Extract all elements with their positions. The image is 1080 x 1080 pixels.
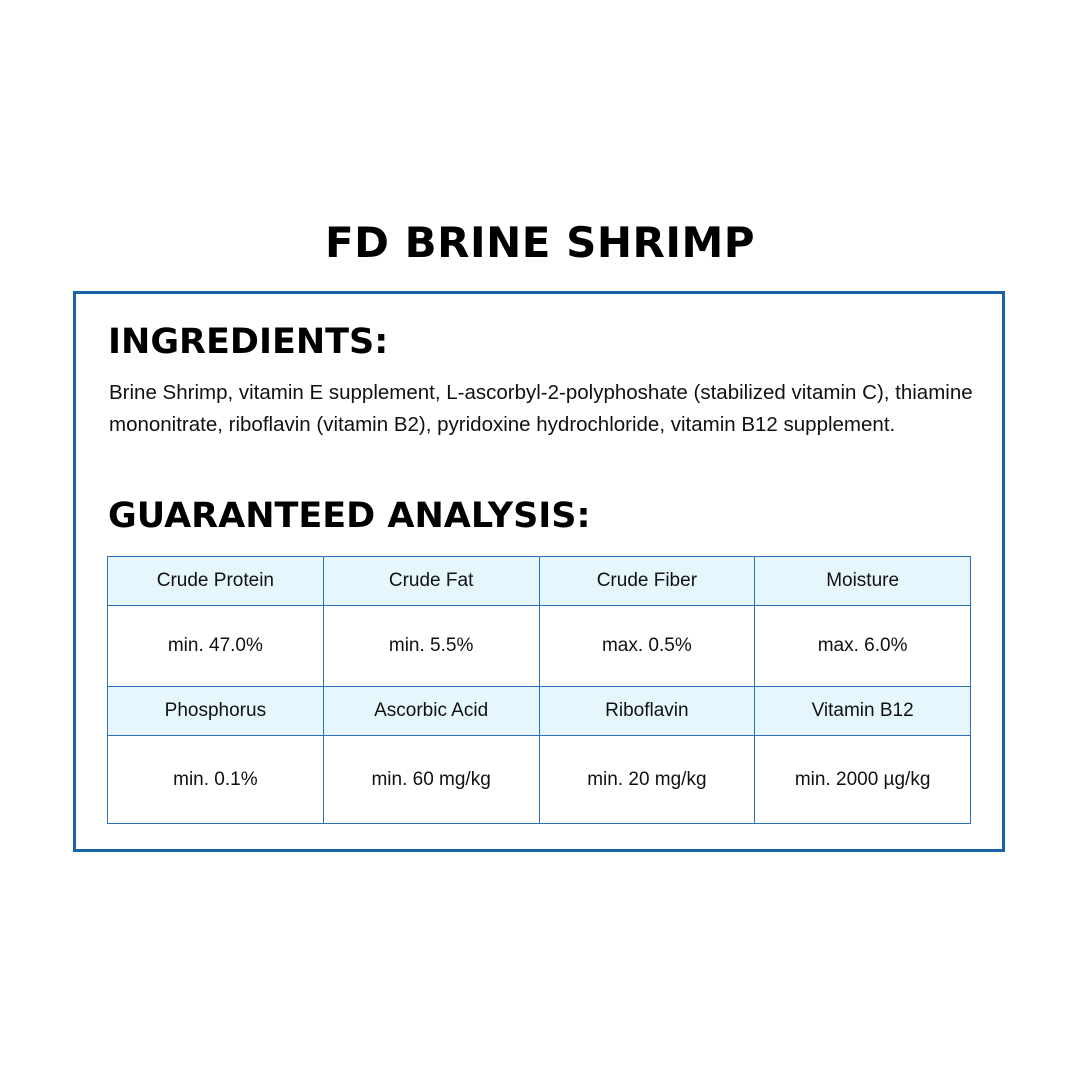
table-value-row: min. 47.0% min. 5.5% max. 0.5% max. 6.0% (107, 605, 971, 687)
product-title: FD BRINE SHRIMP (324, 218, 756, 267)
value-cell: min. 5.5% (322, 605, 540, 687)
analysis-heading: GUARANTEED ANALYSIS: (108, 496, 591, 536)
value-cell: min. 60 mg/kg (322, 735, 540, 824)
table-value-row: min. 0.1% min. 60 mg/kg min. 20 mg/kg mi… (107, 735, 971, 824)
value-cell: min. 20 mg/kg (538, 735, 756, 824)
value-cell: min. 47.0% (107, 605, 324, 687)
label-cell: Riboflavin (538, 686, 756, 736)
label-cell: Crude Fat (322, 556, 540, 606)
value-cell: min. 0.1% (107, 735, 324, 824)
analysis-table: Crude Protein Crude Fat Crude Fiber Mois… (107, 556, 971, 824)
info-panel: INGREDIENTS: Brine Shrimp, vitamin E sup… (73, 291, 1005, 852)
label-cell: Phosphorus (107, 686, 324, 736)
label-cell: Ascorbic Acid (322, 686, 540, 736)
label-cell: Crude Fiber (538, 556, 756, 606)
label-cell: Vitamin B12 (754, 686, 971, 736)
value-cell: max. 0.5% (538, 605, 756, 687)
label-cell: Moisture (754, 556, 971, 606)
value-cell: max. 6.0% (754, 605, 971, 687)
table-header-row: Phosphorus Ascorbic Acid Riboflavin Vita… (107, 686, 971, 736)
label-cell: Crude Protein (107, 556, 324, 606)
value-cell: min. 2000 µg/kg (754, 735, 971, 824)
ingredients-text: Brine Shrimp, vitamin E supplement, L-as… (109, 381, 973, 436)
table-header-row: Crude Protein Crude Fat Crude Fiber Mois… (107, 556, 971, 606)
ingredients-heading: INGREDIENTS: (108, 322, 389, 362)
